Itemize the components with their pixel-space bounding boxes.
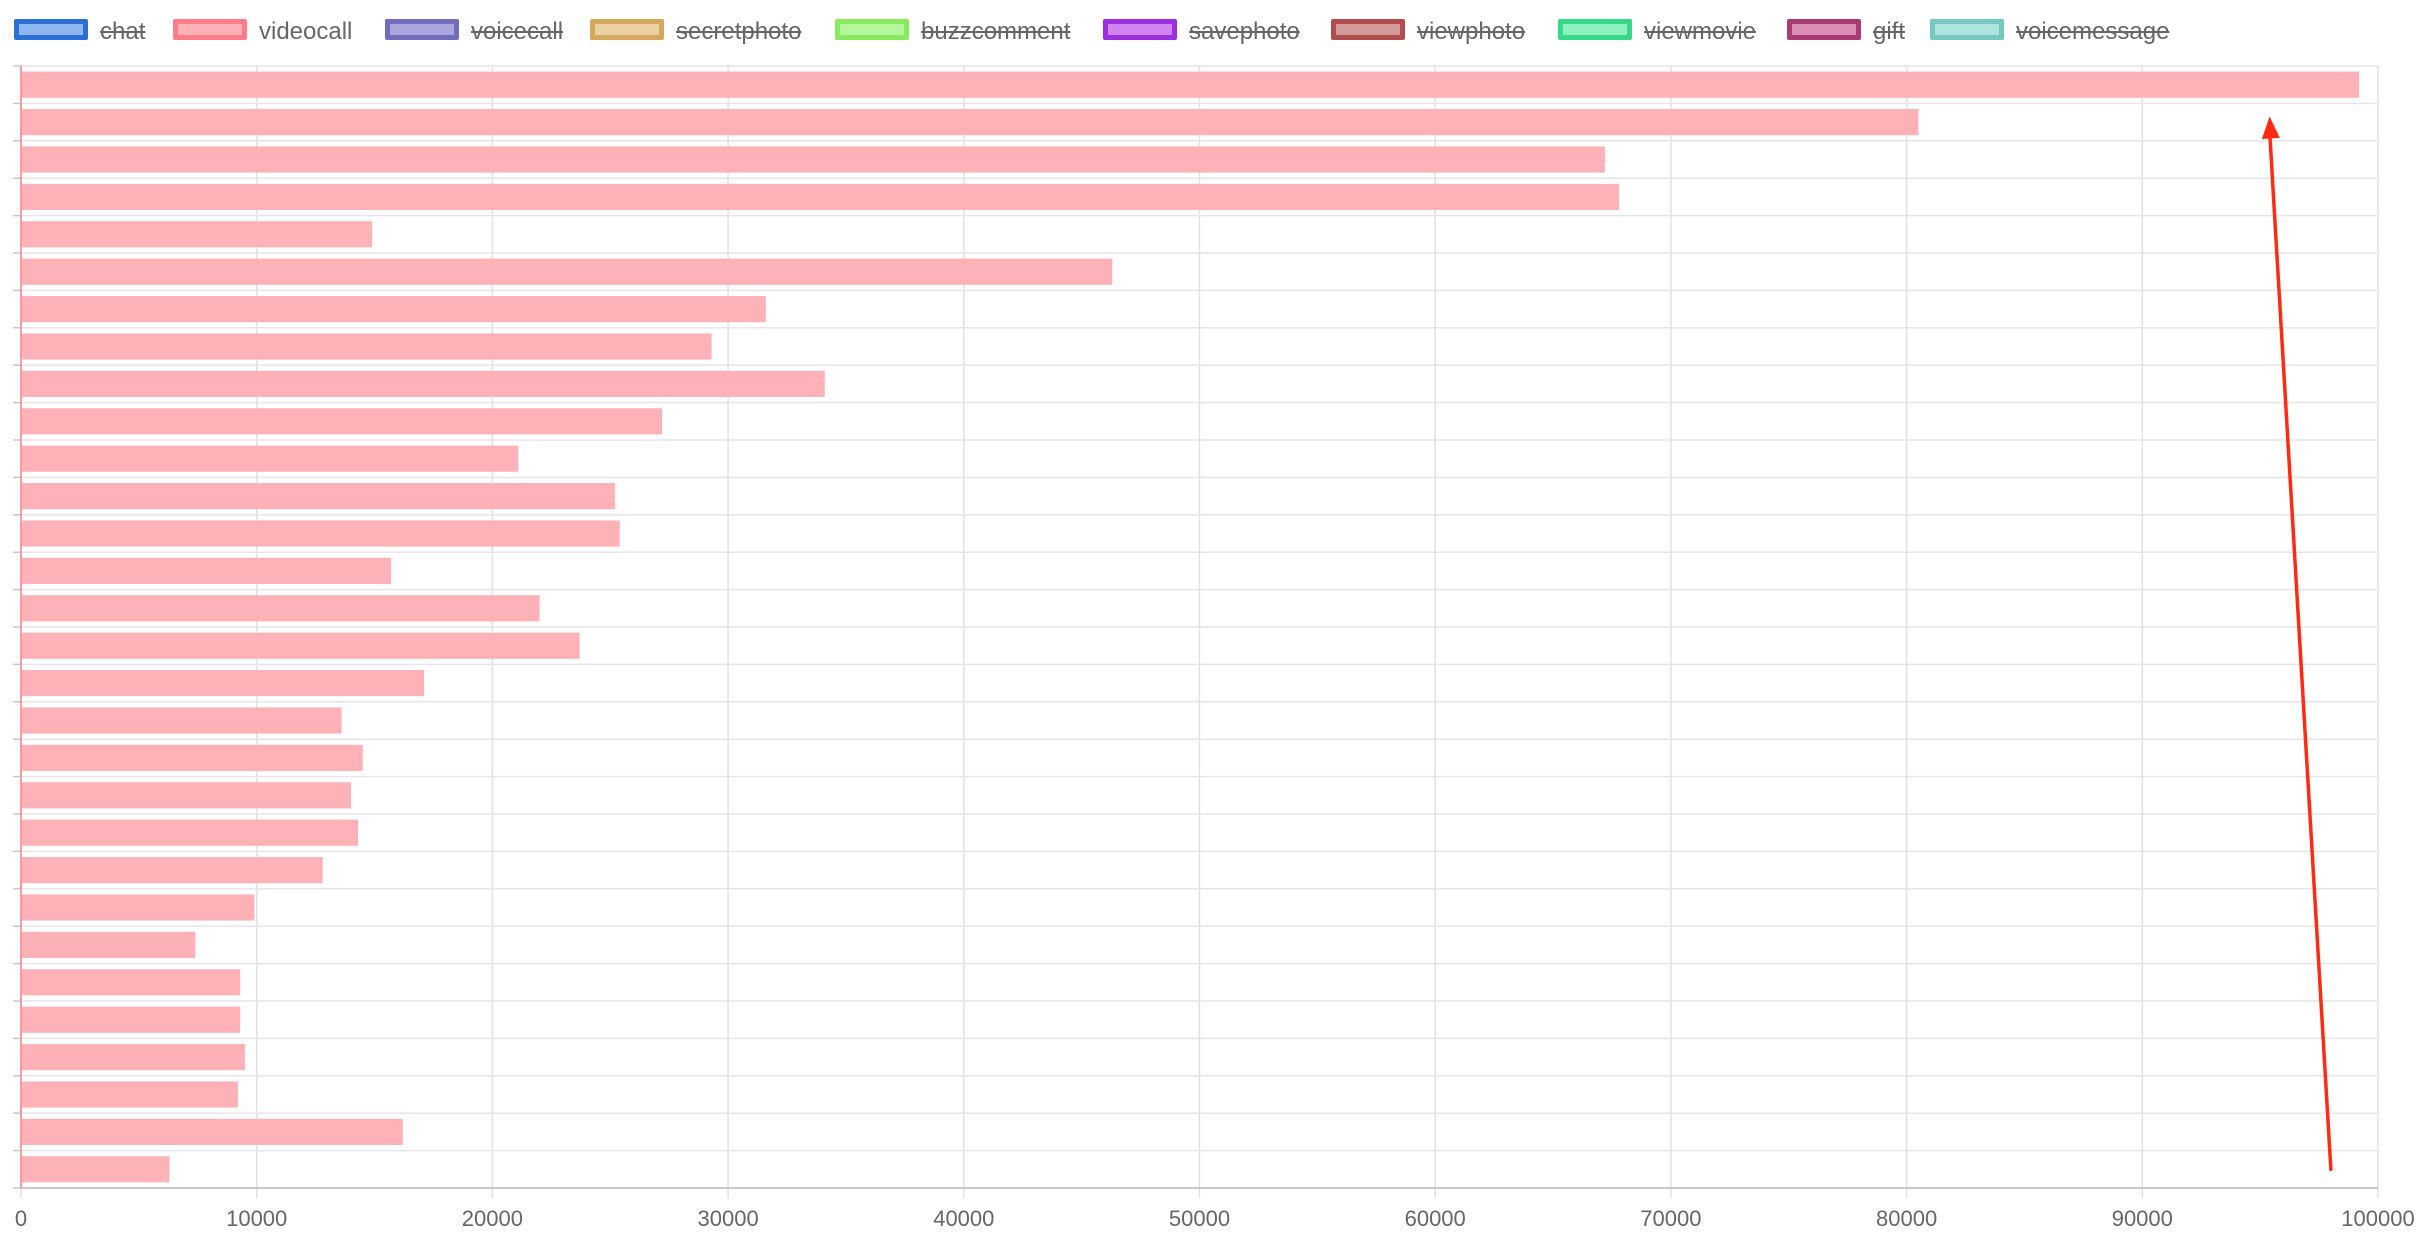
bar-videocall bbox=[21, 857, 323, 884]
legend-swatch bbox=[1558, 19, 1632, 40]
bar-videocall bbox=[21, 1156, 170, 1183]
legend-swatch bbox=[1331, 19, 1405, 40]
bar-videocall bbox=[21, 1006, 241, 1033]
legend-label: chat bbox=[100, 18, 146, 45]
bar-videocall bbox=[21, 744, 363, 771]
bar-videocall bbox=[21, 370, 825, 397]
x-tick-label: 70000 bbox=[1640, 1206, 1701, 1231]
x-tick-label: 0 bbox=[15, 1206, 27, 1231]
bar-videocall bbox=[21, 969, 241, 996]
x-tick-label: 50000 bbox=[1169, 1206, 1230, 1231]
legend-label: voicecall bbox=[471, 18, 564, 45]
x-tick-label: 40000 bbox=[933, 1206, 994, 1231]
bar-videocall bbox=[21, 258, 1113, 285]
bars bbox=[20, 66, 2360, 1188]
bar-videocall bbox=[21, 333, 712, 360]
bar-videocall bbox=[21, 183, 1620, 210]
legend-swatch bbox=[385, 19, 459, 40]
bar-videocall bbox=[21, 520, 620, 547]
bar-videocall bbox=[21, 1044, 245, 1071]
legend-label: secretphoto bbox=[676, 18, 802, 45]
x-tick-label: 10000 bbox=[226, 1206, 287, 1231]
legend-swatch bbox=[1930, 19, 2004, 40]
legend-label: videocall bbox=[259, 18, 353, 45]
bar-videocall bbox=[21, 296, 766, 323]
bar-videocall bbox=[21, 894, 255, 921]
bar-videocall bbox=[21, 1081, 238, 1108]
legend-label: gift bbox=[1873, 18, 1906, 45]
bar-videocall bbox=[21, 221, 373, 248]
bar-videocall bbox=[21, 632, 580, 659]
x-tick-label: 60000 bbox=[1405, 1206, 1466, 1231]
x-tick-label: 80000 bbox=[1876, 1206, 1937, 1231]
legend-swatch bbox=[835, 19, 909, 40]
bar-videocall bbox=[21, 146, 1605, 173]
x-tick-label: 20000 bbox=[462, 1206, 523, 1231]
bar-videocall bbox=[21, 557, 392, 584]
legend-swatch bbox=[1787, 19, 1861, 40]
bar-videocall bbox=[21, 931, 196, 958]
annotation-arrow-shaft bbox=[2267, 128, 2333, 1172]
bar-videocall bbox=[21, 408, 663, 435]
legend-label: buzzcomment bbox=[921, 18, 1071, 45]
annotations bbox=[2261, 116, 2333, 1172]
legend-swatch bbox=[173, 19, 247, 40]
bar-videocall bbox=[21, 595, 540, 622]
bar-videocall bbox=[21, 707, 342, 734]
x-axis-ticks: 0 10000 20000 30000 40000 50000 60000 70000 8000… bbox=[15, 1206, 2415, 1231]
legend-label: savephoto bbox=[1189, 18, 1300, 45]
x-tick-label: 90000 bbox=[2112, 1206, 2173, 1231]
x-tick-label: 100000 bbox=[2341, 1206, 2414, 1231]
bar-videocall bbox=[21, 819, 359, 846]
bar-videocall bbox=[21, 670, 425, 697]
legend-label: viewphoto bbox=[1417, 18, 1526, 45]
chart-legend: chat videocall voicecall secretphoto buzzcom… bbox=[0, 0, 2436, 60]
legend-swatch bbox=[590, 19, 664, 40]
x-tick-label: 30000 bbox=[698, 1206, 759, 1231]
legend-swatch bbox=[14, 19, 88, 40]
bar-videocall bbox=[21, 483, 615, 510]
legend-label: voicemessage bbox=[2016, 18, 2170, 45]
legend-label: viewmovie bbox=[1644, 18, 1757, 45]
legend-swatch bbox=[1103, 19, 1177, 40]
bar-videocall bbox=[21, 1118, 403, 1145]
bar-videocall bbox=[21, 71, 2360, 98]
bar-videocall bbox=[21, 109, 1919, 136]
bar-videocall bbox=[21, 445, 519, 472]
bar-videocall bbox=[21, 782, 351, 809]
annotation-arrow-head bbox=[2261, 116, 2280, 139]
